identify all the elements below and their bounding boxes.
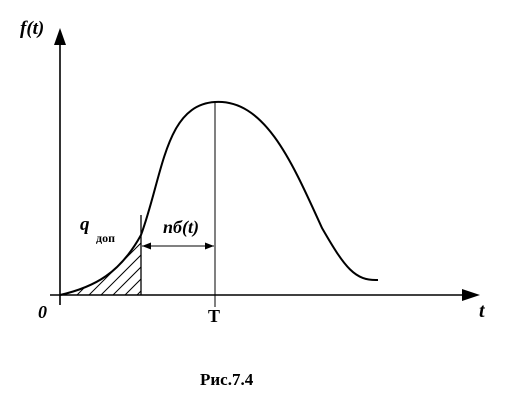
- interval-arrow-left-icon: [142, 242, 151, 250]
- interval-label: nб(t): [163, 217, 199, 238]
- peak-label: T: [208, 306, 220, 326]
- distribution-curve: [59, 100, 379, 296]
- shaded-area-label: q: [80, 214, 90, 235]
- shaded-area-label-main: q: [80, 214, 90, 235]
- y-axis-label: f(t): [20, 18, 44, 39]
- shaded-area: [60, 235, 141, 295]
- x-axis-arrow-icon: [462, 289, 480, 301]
- x-axis-label: t: [479, 300, 486, 322]
- interval-arrow-right-icon: [205, 242, 214, 250]
- y-axis-arrow-icon: [54, 28, 66, 45]
- figure-caption: Рис.7.4: [200, 370, 254, 389]
- origin-label: 0: [38, 302, 47, 322]
- shaded-area-label-subscript: доп: [96, 231, 115, 245]
